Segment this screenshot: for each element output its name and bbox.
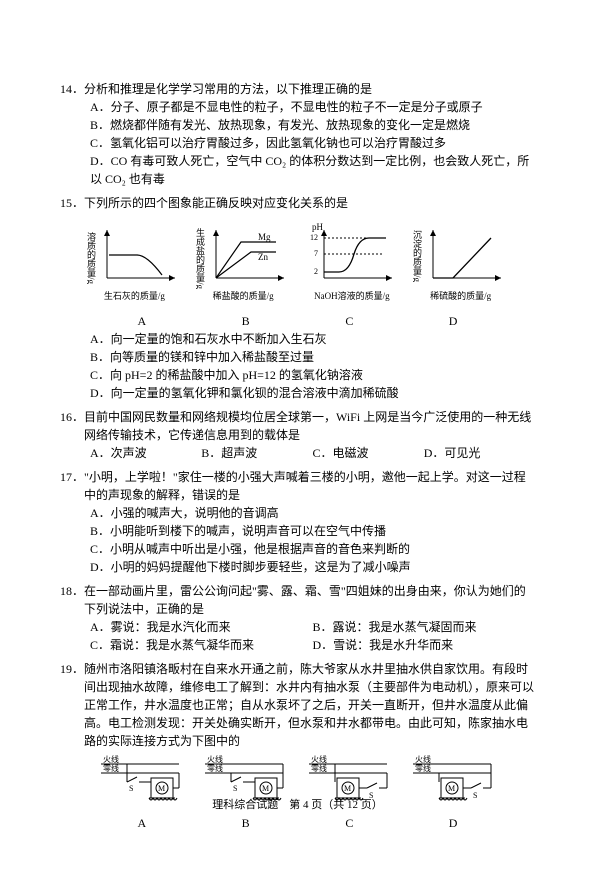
- svg-text:2: 2: [314, 267, 318, 276]
- q18-stem: 在一部动画片里，雷公公询问起"雾、露、霜、雪"四姐妹的出身由来，你认为她们的下列…: [84, 582, 535, 618]
- q18-opt-b: B．露说：我是水蒸气凝固而来: [313, 618, 536, 636]
- q14-opt-b: B．燃烧都伴随有发光、放热现象，有发光、放热现象的变化一定是燃烧: [60, 116, 535, 134]
- q15-opt-c: C．向 pH=2 的稀盐酸中加入 pH=12 的氢氧化钠溶液: [60, 366, 535, 384]
- svg-text:pH: pH: [312, 222, 324, 232]
- svg-text:M: M: [262, 784, 269, 793]
- q16-num: 16．: [60, 408, 84, 444]
- q17-opt-c: C．小明从喊声中听出是小强，他是根据声音的音色来判断的: [60, 540, 535, 558]
- svg-text:火线: 火线: [311, 754, 327, 764]
- chart-b: 生成盐的质量/g Mg Zn 稀盐酸的质量/g: [193, 220, 293, 304]
- circuit-d: 火线 零线 M S D: [408, 754, 498, 832]
- svg-text:火线: 火线: [415, 754, 431, 764]
- svg-text:Mg: Mg: [258, 232, 271, 242]
- svg-text:S: S: [129, 784, 133, 793]
- q17-stem: "小明，上学啦！"家住一楼的小强大声喊着三楼的小明，邀他一起上学。对这一过程中的…: [84, 468, 535, 504]
- question-18: 18． 在一部动画片里，雷公公询问起"雾、露、霜、雪"四姐妹的出身由来，你认为她…: [60, 582, 535, 654]
- chart-a-xlabel: 生石灰的质量/g: [84, 290, 184, 304]
- question-14: 14． 分析和推理是化学学习常用的方法，以下推理正确的是 A．分子、原子都是不显…: [60, 80, 535, 188]
- q19-stem: 随州市洛阳镇洛畈村在自来水开通之前，陈大爷家从水井里抽水供自家饮用。有段时间出现…: [84, 660, 535, 750]
- q18-opt-d: D．雪说：我是水升华而来: [313, 636, 536, 654]
- q16-stem: 目前中国网民数量和网络规模均位居全球第一，WiFi 上网是当今广泛使用的一种无线…: [84, 408, 535, 444]
- q19-circuits: 火线 零线 S M A 火线 零线: [60, 750, 535, 836]
- q15-opt-b: B．向等质量的镁和锌中加入稀盐酸至过量: [60, 348, 535, 366]
- chart-c-xlabel: NaOH溶液的质量/g: [302, 290, 402, 304]
- circuit-a-letter: A: [97, 814, 187, 832]
- question-17: 17． "小明，上学啦！"家住一楼的小强大声喊着三楼的小明，邀他一起上学。对这一…: [60, 468, 535, 576]
- chart-b-xlabel: 稀盐酸的质量/g: [193, 290, 293, 304]
- svg-text:溶质的质量/g: 溶质的质量/g: [87, 231, 96, 285]
- q15-opt-d: D．向一定量的氢氧化钾和氯化钡的混合溶液中滴加稀硫酸: [60, 384, 535, 402]
- circuit-c: 火线 零线 M S C: [304, 754, 394, 832]
- page-footer: 理科综合试题 第 4 页（共 12 页）: [0, 796, 595, 812]
- chart-c-letter: C: [299, 312, 399, 330]
- circuit-b: 火线 零线 S M B: [201, 754, 291, 832]
- svg-text:M: M: [448, 784, 455, 793]
- q15-opt-a: A．向一定量的饱和石灰水中不断加入生石灰: [60, 330, 535, 348]
- svg-text:沉淀的质量/g: 沉淀的质量/g: [413, 230, 422, 283]
- chart-b-letter: B: [196, 312, 296, 330]
- circuit-a: 火线 零线 S M A: [97, 754, 187, 832]
- svg-text:12: 12: [310, 233, 318, 242]
- q15-stem: 下列所示的四个图象能正确反映对应变化关系的是: [84, 194, 535, 212]
- q15-num: 15．: [60, 194, 84, 212]
- svg-text:S: S: [233, 784, 237, 793]
- svg-text:M: M: [158, 784, 165, 793]
- q16-opt-d: D．可见光: [424, 444, 535, 462]
- chart-d: 沉淀的质量/g 稀硫酸的质量/g: [411, 220, 511, 304]
- q17-opt-b: B．小明能听到楼下的喊声，说明声音可以在空气中传播: [60, 522, 535, 540]
- q17-num: 17．: [60, 468, 84, 504]
- q17-opt-a: A．小强的喊声大，说明他的音调高: [60, 504, 535, 522]
- q16-opt-a: A．次声波: [90, 444, 201, 462]
- circuit-d-letter: D: [408, 814, 498, 832]
- q18-num: 18．: [60, 582, 84, 618]
- q17-opt-d: D．小明的妈妈提醒他下楼时脚步要轻些，这是为了减小噪声: [60, 558, 535, 576]
- q15-chart-letters: A B C D: [60, 312, 535, 330]
- q14-opt-c: C．氢氧化铝可以治疗胃酸过多，因此氢氧化钠也可以治疗胃酸过多: [60, 134, 535, 152]
- q14-opt-d: D．CO 有毒可致人死亡，空气中 CO₂ 的体积分数达到一定比例，也会致人死亡，…: [60, 152, 535, 188]
- chart-d-xlabel: 稀硫酸的质量/g: [411, 290, 511, 304]
- question-15: 15． 下列所示的四个图象能正确反映对应变化关系的是 溶质的质量/g 生石灰的质…: [60, 194, 535, 402]
- chart-c: pH 12 7 2 NaOH溶液的质量/g: [302, 220, 402, 304]
- q14-stem: 分析和推理是化学学习常用的方法，以下推理正确的是: [84, 80, 535, 98]
- q19-num: 19．: [60, 660, 84, 750]
- svg-text:火线: 火线: [103, 754, 119, 764]
- q18-opt-c: C．霜说：我是水蒸气凝华而来: [90, 636, 313, 654]
- chart-d-letter: D: [403, 312, 503, 330]
- svg-text:7: 7: [314, 249, 318, 258]
- circuit-b-letter: B: [201, 814, 291, 832]
- chart-a-letter: A: [92, 312, 192, 330]
- svg-text:M: M: [344, 784, 351, 793]
- svg-text:Zn: Zn: [258, 252, 268, 262]
- svg-text:火线: 火线: [207, 754, 223, 764]
- q15-charts: 溶质的质量/g 生石灰的质量/g 生成盐的质量/g Mg Zn: [60, 216, 535, 308]
- svg-text:生成盐的质量/g: 生成盐的质量/g: [196, 227, 205, 290]
- q18-opt-a: A．雾说：我是水汽化而来: [90, 618, 313, 636]
- q14-opt-a: A．分子、原子都是不显电性的粒子，不显电性的粒子不一定是分子或原子: [60, 98, 535, 116]
- circuit-c-letter: C: [304, 814, 394, 832]
- q14-num: 14．: [60, 80, 84, 98]
- question-16: 16． 目前中国网民数量和网络规模均位居全球第一，WiFi 上网是当今广泛使用的…: [60, 408, 535, 462]
- q16-opt-b: B．超声波: [201, 444, 312, 462]
- q16-opt-c: C．电磁波: [313, 444, 424, 462]
- chart-a: 溶质的质量/g 生石灰的质量/g: [84, 220, 184, 304]
